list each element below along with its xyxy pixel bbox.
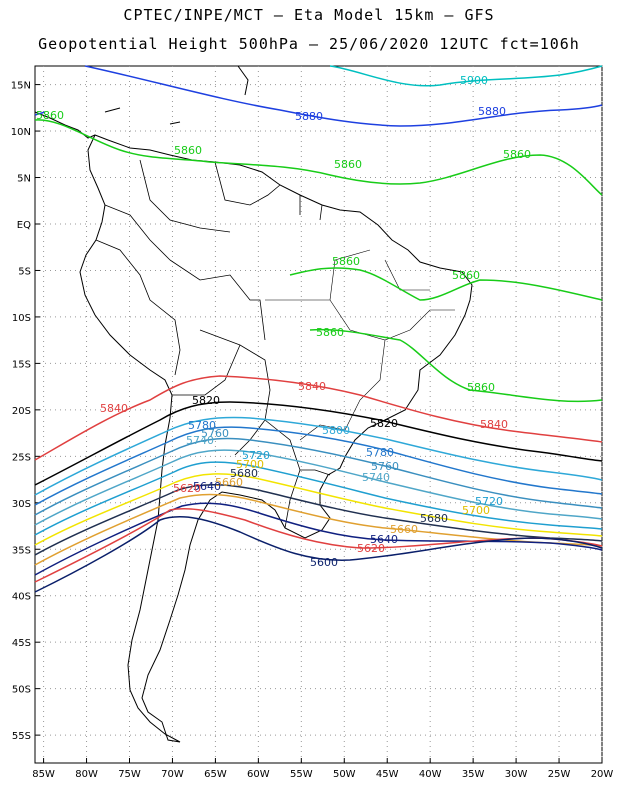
coastlines [34,65,473,743]
chart-title-line1: CPTEC/INPE/MCT – Eta Model 15km – GFS [123,6,495,24]
state-borders [265,249,455,441]
caribbean-islands [104,65,249,125]
contour-5800 [34,416,603,496]
contour-5880b [34,111,46,116]
contour-5900 [329,65,603,87]
contour-5860 [34,119,603,196]
contour-5880 [84,65,603,127]
contour-label-5760: 5760 [201,427,229,440]
contour-5640 [34,502,603,576]
lat-label: 10N [11,127,31,138]
lon-label: 30W [505,769,528,780]
contour-label-5860: 5860 [332,255,360,268]
lat-label: 55S [12,731,31,742]
lat-label: 30S [12,499,31,510]
latitude-labels: 15N 10N 5N EQ 5S 10S 15S 20S 25S 30S 35S 40S 45S 50S 5… [11,81,31,743]
contour-label-5860: 5860 [334,158,362,171]
contour-label-5860: 5860 [452,269,480,282]
contour-label-5860: 5860 [316,326,344,339]
lat-label: 10S [12,313,31,324]
contour-label-5780: 5780 [366,446,394,459]
contour-label-5660: 5660 [390,523,418,536]
contour-5820 [34,401,603,486]
lon-label: 20W [591,769,614,780]
contour-label-5800: 5800 [322,424,350,437]
lon-label: 70W [161,769,184,780]
lon-label: 75W [118,769,141,780]
contour-label-5820: 5820 [192,394,220,407]
lat-label: 15S [12,359,31,370]
contour-label-5620: 5620 [357,542,385,555]
contour-5700 [34,473,603,546]
contour-label-5700: 5700 [462,504,490,517]
contour-label-5740: 5740 [362,471,390,484]
contour-5620 [34,507,603,583]
contour-5860c [309,328,603,403]
lat-label: 20S [12,406,31,417]
contour-label-5740: 5740 [186,434,214,447]
contour-5860b [289,267,603,301]
map-frame [34,65,603,764]
lon-label: 25W [548,769,571,780]
contour-5840 [34,375,603,461]
contour-label-5760: 5760 [371,460,399,473]
contour-label-5880: 5880 [478,105,506,118]
chart-title-line2: Geopotential Height 500hPa – 25/06/2020 … [38,35,580,53]
contour-label-5720: 5720 [242,449,270,462]
contour-5600 [34,516,603,593]
lat-label: 25S [12,452,31,463]
contour-label-5680: 5680 [230,467,258,480]
lon-label: 40W [419,769,442,780]
lat-label: 5N [17,174,31,185]
lon-label: 35W [462,769,485,780]
contour-label-5840: 5840 [298,380,326,393]
longitude-labels: 85W 80W 75W 70W 65W 60W 55W 50W 45W 40W 35W 30W 25W 2… [32,769,613,780]
lat-label: 45S [12,638,31,649]
lon-label: 50W [333,769,356,780]
contour-label-5840: 5840 [100,402,128,415]
lon-label: 55W [290,769,313,780]
contour-label-5700: 5700 [236,458,264,471]
contour-label-5680: 5680 [420,512,448,525]
contour-5720 [34,461,603,536]
lat-label: 15N [11,81,31,92]
contour-label-5600: 5600 [310,556,338,569]
contour-label-5860: 5860 [174,144,202,157]
contour-label-5640: 5640 [370,533,398,546]
contour-label-5880: 5880 [295,110,323,123]
lat-label: 50S [12,685,31,696]
graticule [35,66,603,763]
lon-label: 80W [75,769,98,780]
lon-label: 65W [204,769,227,780]
contour-labels: 5900 5880 5880 5860 5860 5860 5860 5860 … [36,74,531,569]
contour-label-5860: 5860 [503,148,531,161]
lat-label: 35S [12,545,31,556]
south-america-coastline [79,134,473,743]
lon-label: 45W [376,769,399,780]
contour-lines [34,65,603,593]
contour-5760 [34,437,603,516]
contour-label-5780: 5780 [188,419,216,432]
lon-label: 60W [247,769,270,780]
country-borders [95,159,331,529]
contour-label-5660: 5660 [215,476,243,489]
contour-5740 [34,449,603,526]
contour-label-5820: 5820 [370,417,398,430]
lat-label: 40S [12,592,31,603]
contour-label-5620: 5620 [173,482,201,495]
contour-label-5860: 5860 [36,109,64,122]
contour-label-5720: 5720 [475,495,503,508]
contour-5780 [34,426,603,506]
contour-label-5860: 5860 [467,381,495,394]
contour-label-5640: 5640 [193,480,221,493]
lat-label: 5S [18,266,31,277]
contour-label-5900: 5900 [460,74,488,87]
contour-label-5840: 5840 [480,418,508,431]
lon-label: 85W [32,769,55,780]
lat-label: EQ [17,220,31,231]
